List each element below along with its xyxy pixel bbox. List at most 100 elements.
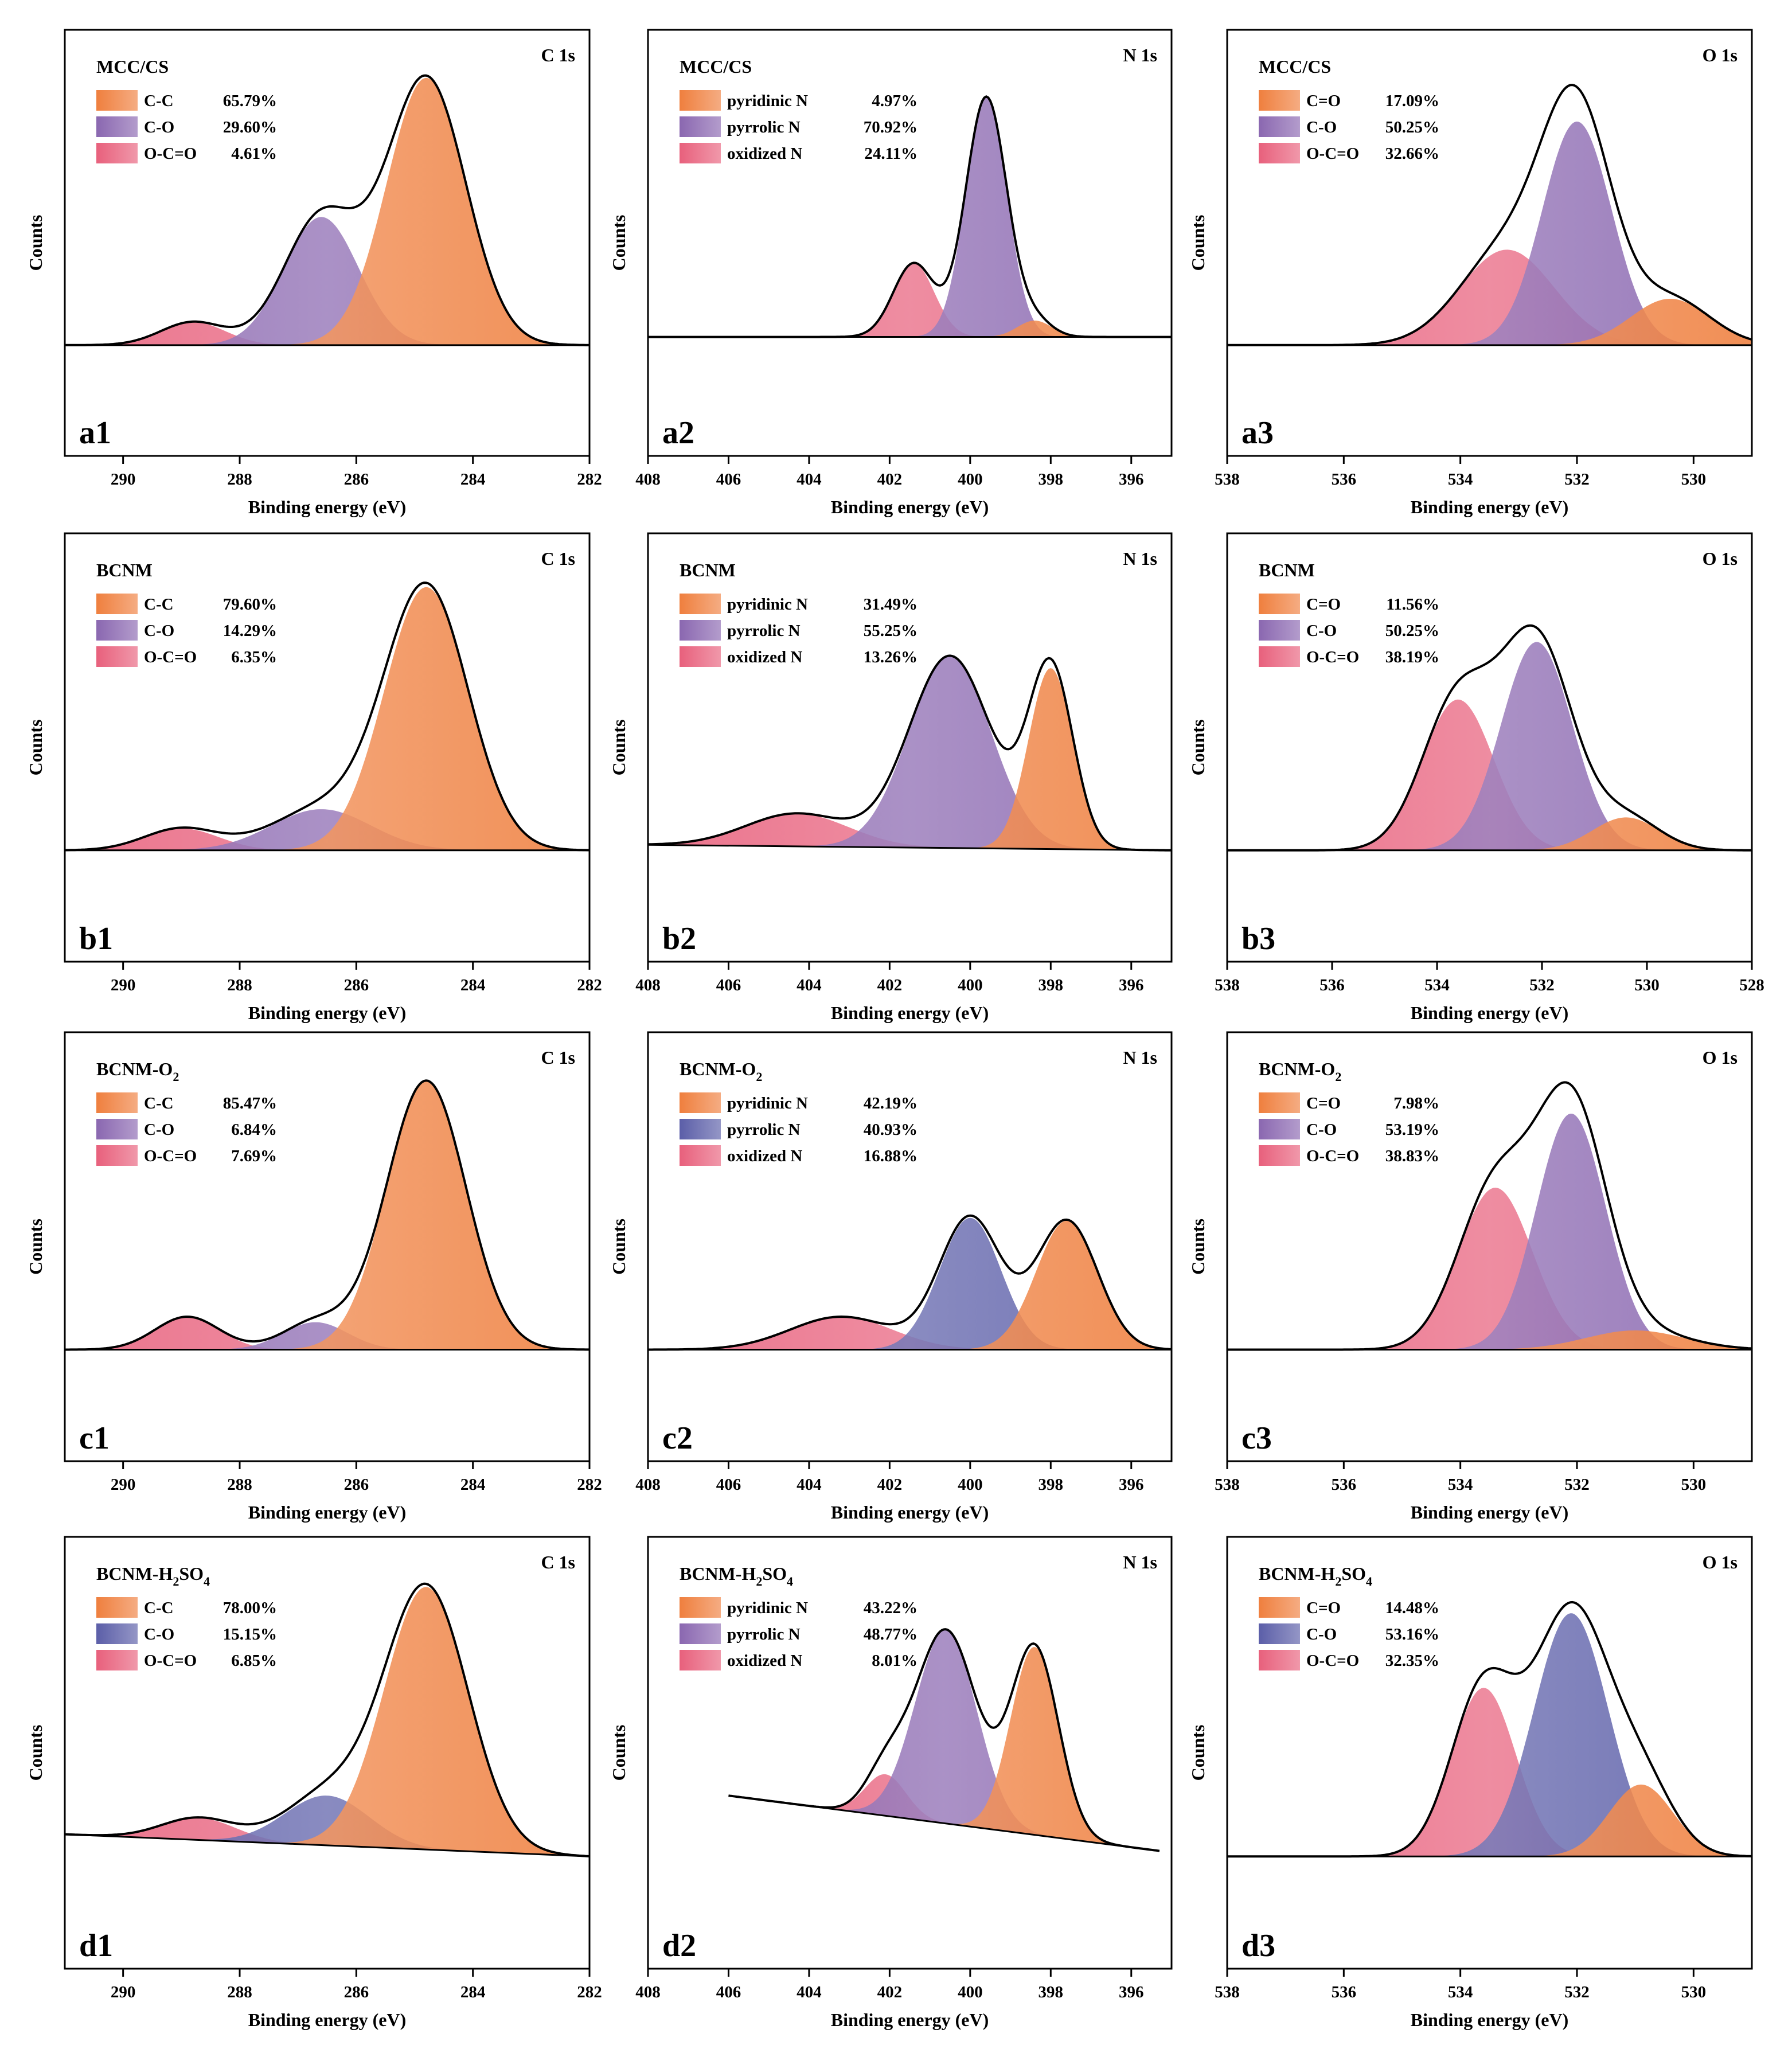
x-axis-label: Binding energy (eV)	[1411, 497, 1569, 517]
panel-c2: 408 406 404 402 400 398 396 Binding energy (eV)…	[608, 1031, 1173, 1523]
x-tick-label: 408	[635, 1476, 661, 1494]
y-axis-label: Counts	[608, 720, 629, 776]
x-tick-label: 400	[958, 976, 983, 994]
y-axis-label: Counts	[1188, 720, 1208, 776]
legend-label: C=O	[1306, 1094, 1341, 1113]
sample-title: BCNM-O2	[96, 1059, 179, 1084]
plot-frame	[647, 1536, 1173, 1970]
legend-swatch	[1259, 1650, 1300, 1670]
legend-swatch	[96, 1597, 138, 1618]
x-tick-label: 284	[460, 470, 486, 489]
panel-c1: 290 288 286 284 282 Binding energy (eV) Counts…	[25, 1031, 602, 1523]
legend-label: oxidized N	[727, 145, 802, 163]
panel-label: a3	[1241, 415, 1274, 451]
sample-title-suffix: SO	[1341, 1563, 1366, 1584]
peak-pyrrolic-n	[728, 1630, 1159, 1851]
sample-title: BCNM-H2SO4	[680, 1563, 793, 1588]
sample-title-main: BCNM-H	[96, 1563, 173, 1584]
legend-value: 8.01%	[872, 1652, 918, 1670]
x-tick-label: 284	[460, 976, 486, 994]
envelope-curve	[64, 1582, 590, 1857]
region-label: C 1s	[541, 1047, 575, 1068]
sample-title-main: BCNM-H	[1259, 1563, 1335, 1584]
legend-label: oxidized N	[727, 1147, 802, 1165]
x-axis-label: Binding energy (eV)	[831, 1002, 989, 1023]
legend-value: 48.77%	[864, 1625, 918, 1644]
x-tick-label: 284	[460, 1983, 486, 2001]
x-tick-label: 286	[344, 976, 369, 994]
legend-label: pyrrolic N	[727, 622, 801, 640]
x-tick-label: 286	[344, 1983, 369, 2001]
legend-swatch	[1259, 116, 1300, 137]
legend-label: pyridinic N	[727, 92, 808, 110]
x-tick-label: 538	[1215, 976, 1240, 994]
legend-swatch	[96, 620, 138, 641]
legend-swatch	[96, 1119, 138, 1139]
legend-swatch	[1259, 1145, 1300, 1166]
x-tick-label: 396	[1119, 976, 1144, 994]
x-tick-label: 536	[1332, 1983, 1357, 2001]
sample-title-sub2: 4	[1366, 1574, 1372, 1588]
envelope-curve	[1227, 1081, 1752, 1351]
envelope-curve	[728, 1628, 1160, 1852]
x-tick-label: 398	[1038, 470, 1064, 489]
x-tick-label: 530	[1681, 470, 1707, 489]
legend-value: 31.49%	[864, 595, 918, 614]
panel-d2: 408 406 404 402 400 398 396 Binding energy (eV)…	[608, 1536, 1173, 2030]
legend-swatch	[96, 1623, 138, 1644]
legend-value: 17.09%	[1385, 92, 1439, 110]
legend-label: C-O	[144, 1625, 174, 1644]
plot-frame	[64, 532, 591, 963]
x-tick-label: 290	[111, 1476, 136, 1494]
region-label: C 1s	[541, 45, 575, 65]
x-tick-label: 528	[1739, 976, 1764, 994]
legend-label: C-O	[144, 622, 174, 640]
legend-value: 6.84%	[231, 1121, 277, 1139]
x-tick-label: 532	[1564, 1983, 1590, 2001]
y-axis-label: Counts	[25, 720, 46, 776]
legend-value: 24.11%	[864, 145, 918, 163]
sample-title-main: BCNM-O	[680, 1059, 756, 1079]
region-label: N 1s	[1123, 548, 1157, 569]
sample-title-main: MCC/CS	[96, 56, 169, 77]
panel-label: d3	[1241, 1928, 1275, 1964]
sample-title-suffix: SO	[179, 1563, 204, 1584]
x-tick-label: 290	[111, 1983, 136, 2001]
x-tick-label: 538	[1215, 470, 1240, 489]
x-axis-label: Binding energy (eV)	[248, 1502, 407, 1523]
peak-pyridinic-n	[648, 321, 1172, 337]
sample-title: BCNM-O2	[680, 1059, 762, 1084]
x-tick-label: 402	[877, 1476, 903, 1494]
x-tick-label: 396	[1119, 1983, 1144, 2001]
peak-c-c	[65, 587, 589, 850]
sample-title-main: BCNM-O	[1259, 1059, 1335, 1079]
plot-frame	[1226, 532, 1753, 963]
legend-label: O-C=O	[1306, 648, 1359, 666]
plot-frame	[64, 1536, 591, 1970]
x-axis-label: Binding energy (eV)	[248, 497, 407, 517]
panel-d1: 290 288 286 284 282 Binding energy (eV) Counts…	[25, 1536, 602, 2030]
plot-frame	[64, 1031, 591, 1462]
region-label: N 1s	[1123, 45, 1157, 65]
x-tick-label: 288	[227, 1983, 252, 2001]
legend-value: 50.25%	[1385, 118, 1439, 136]
legend-swatch	[1259, 1092, 1300, 1113]
x-tick-label: 408	[635, 1983, 661, 2001]
x-tick-label: 288	[227, 470, 252, 489]
panel-a3: 538 536 534 532 530 Binding energy (eV) Counts…	[1188, 29, 1753, 517]
x-tick-label: 404	[797, 1476, 822, 1494]
legend-value: 79.60%	[223, 595, 277, 614]
x-axis-label: Binding energy (eV)	[831, 2009, 989, 2030]
legend-value: 53.19%	[1385, 1121, 1439, 1139]
panel-b2: 408 406 404 402 400 398 396 Binding energy (eV)…	[608, 532, 1173, 1023]
x-axis-label: Binding energy (eV)	[831, 497, 989, 517]
x-tick-label: 288	[227, 976, 252, 994]
region-label: O 1s	[1703, 1552, 1738, 1572]
y-axis-label: Counts	[25, 1725, 46, 1781]
x-tick-label: 396	[1119, 470, 1144, 489]
legend-swatch	[680, 646, 721, 667]
peak-oxidized-n	[648, 813, 1172, 850]
region-label: O 1s	[1703, 1047, 1738, 1068]
legend-swatch	[96, 143, 138, 163]
x-tick-label: 282	[577, 976, 602, 994]
